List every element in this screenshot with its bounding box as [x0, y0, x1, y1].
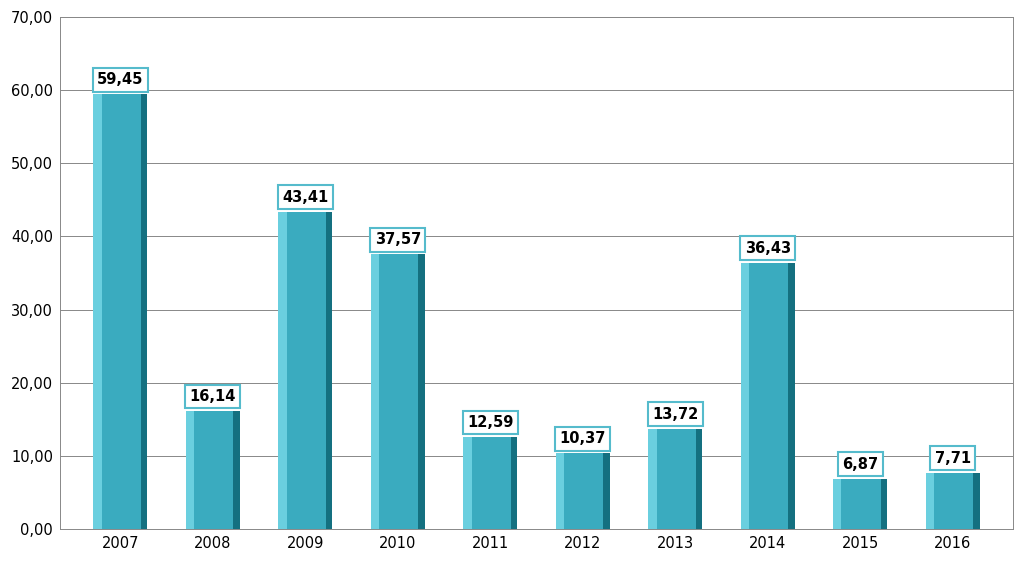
Text: 6,87: 6,87: [842, 457, 879, 472]
Bar: [834, 479, 887, 529]
Bar: [648, 429, 656, 529]
Text: 37,57: 37,57: [375, 232, 421, 247]
Bar: [788, 262, 795, 529]
Bar: [741, 262, 749, 529]
Text: 36,43: 36,43: [744, 241, 791, 256]
Bar: [973, 473, 980, 529]
Text: 13,72: 13,72: [652, 407, 698, 422]
Bar: [741, 262, 795, 529]
Bar: [603, 453, 609, 529]
Bar: [926, 473, 980, 529]
Text: 12,59: 12,59: [467, 415, 513, 430]
Text: 43,41: 43,41: [283, 189, 329, 205]
Bar: [186, 411, 194, 529]
Bar: [881, 479, 887, 529]
Bar: [464, 437, 471, 529]
Bar: [371, 254, 379, 529]
Text: 7,71: 7,71: [935, 451, 971, 466]
Bar: [233, 411, 240, 529]
Bar: [418, 254, 425, 529]
Bar: [371, 254, 425, 529]
Text: 59,45: 59,45: [97, 72, 143, 87]
Bar: [926, 473, 934, 529]
Bar: [556, 453, 609, 529]
Bar: [556, 453, 564, 529]
Bar: [93, 94, 147, 529]
Bar: [464, 437, 517, 529]
Bar: [834, 479, 842, 529]
Bar: [186, 411, 240, 529]
Bar: [140, 94, 147, 529]
Bar: [326, 211, 332, 529]
Text: 10,37: 10,37: [559, 431, 606, 446]
Bar: [695, 429, 702, 529]
Text: 16,14: 16,14: [189, 389, 236, 404]
Bar: [511, 437, 517, 529]
Bar: [279, 211, 287, 529]
Bar: [93, 94, 101, 529]
Bar: [648, 429, 702, 529]
Bar: [279, 211, 332, 529]
